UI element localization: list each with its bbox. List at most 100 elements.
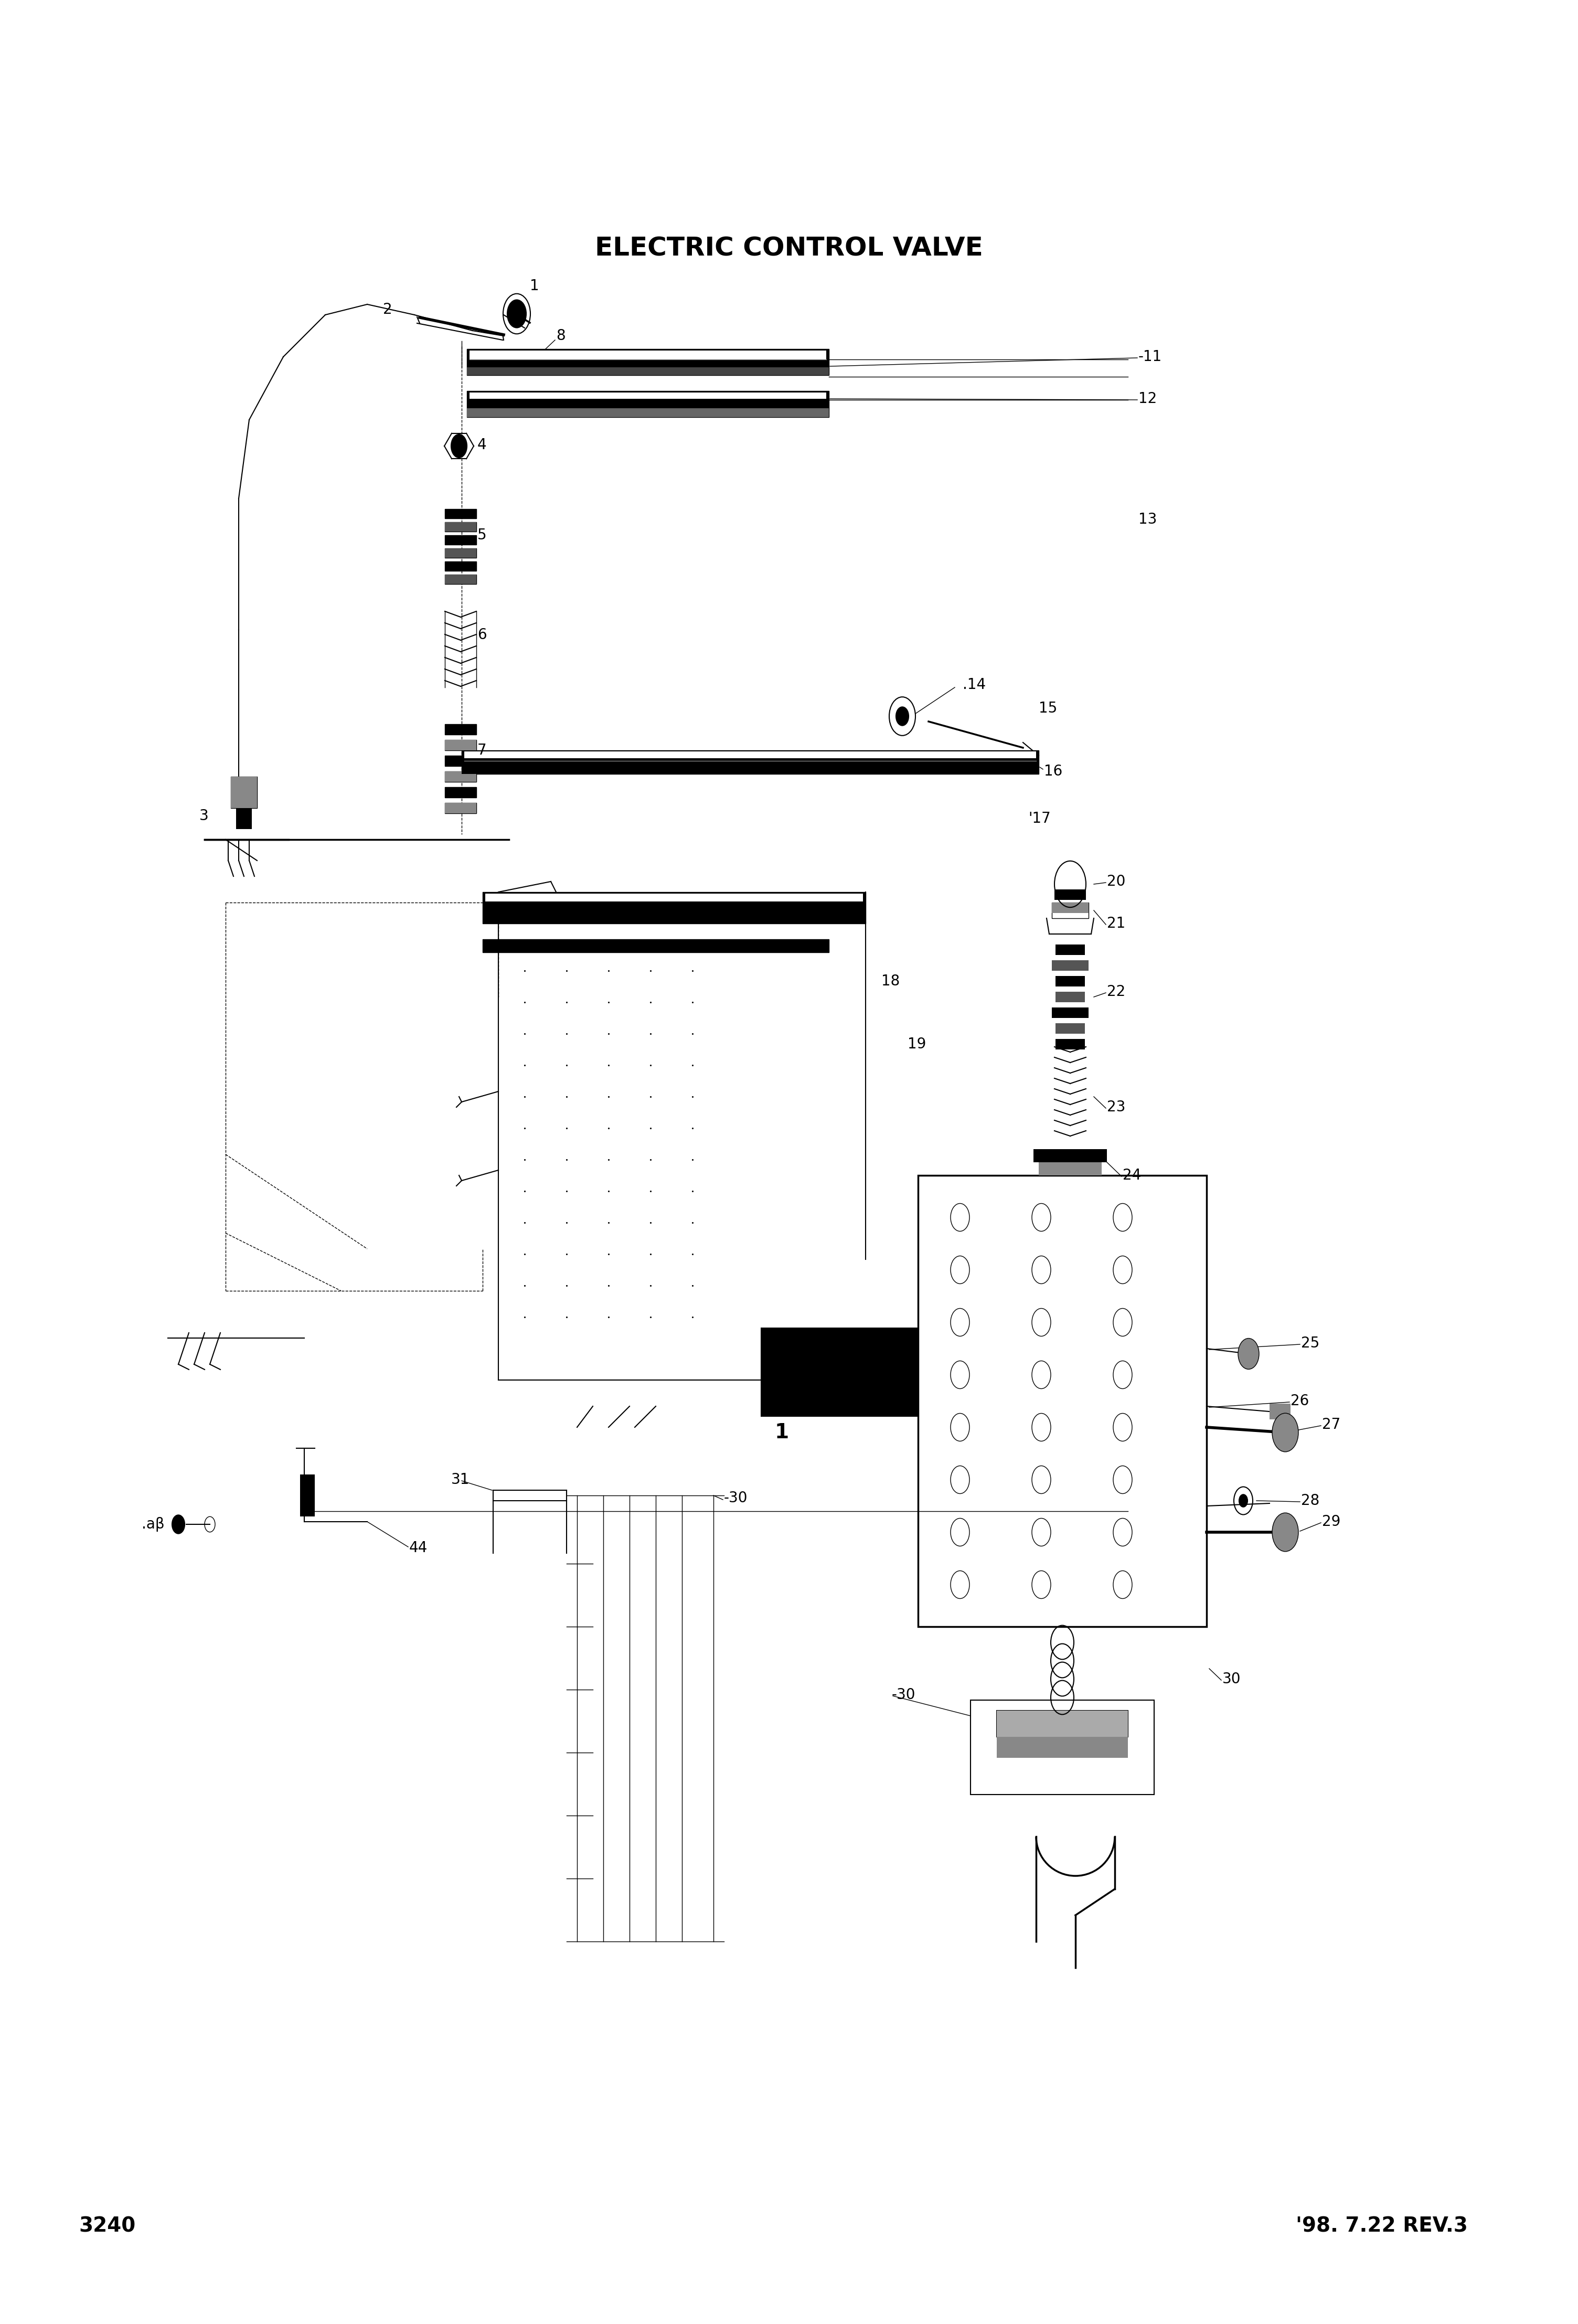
Text: 13: 13 [1138,511,1157,528]
Bar [467,390,828,416]
Text: 2: 2 [383,302,393,316]
Bar [1056,976,1086,985]
Bar [464,751,1037,758]
Text: 31: 31 [451,1473,470,1487]
Text: 21: 21 [1106,916,1125,932]
Bar [486,895,863,902]
Text: .14: .14 [963,676,986,693]
Bar [1053,902,1089,913]
Bar [1053,902,1089,918]
Bar [483,909,866,923]
Bar [445,739,477,751]
Bar [445,523,477,532]
Text: 22: 22 [1106,985,1125,999]
Text: ELECTRIC CONTROL VALVE: ELECTRIC CONTROL VALVE [595,237,983,260]
Bar [445,548,477,558]
Bar [1034,1148,1106,1162]
Bar [483,939,828,953]
Bar [467,367,828,374]
Bar [1056,992,1086,1002]
Text: 25: 25 [1300,1336,1319,1350]
Bar [483,892,866,923]
Text: -11: -11 [1138,349,1161,365]
Bar [445,739,477,751]
Bar [445,802,477,813]
Bar [445,548,477,558]
Bar [237,809,252,830]
Bar [445,772,477,781]
Text: 6: 6 [478,627,486,641]
Text: 8: 8 [555,328,565,344]
Text: 12: 12 [1138,390,1157,407]
Bar [445,523,477,532]
Text: 44: 44 [409,1541,428,1555]
Bar [445,509,477,518]
Bar [970,1701,1154,1794]
Bar [445,755,477,767]
Bar [997,1710,1128,1736]
Text: -30: -30 [892,1687,915,1701]
Bar [918,1176,1207,1627]
Bar [761,1327,918,1376]
Bar [445,772,477,781]
Circle shape [1239,1339,1259,1369]
Bar [483,939,828,953]
Text: 16: 16 [1045,765,1062,779]
Bar [467,390,828,409]
Bar [445,562,477,572]
Text: .aβ: .aβ [142,1518,164,1532]
Bar [1038,1162,1101,1176]
Text: 28: 28 [1300,1494,1319,1508]
Bar [1056,1039,1086,1050]
Text: 18: 18 [882,974,899,988]
Text: 23: 23 [1106,1099,1125,1116]
Text: 26: 26 [1291,1394,1310,1408]
Circle shape [507,300,525,328]
Bar [445,574,477,583]
Circle shape [172,1515,185,1534]
Text: 4: 4 [478,437,486,453]
Bar [445,725,477,734]
Text: 3240: 3240 [79,2217,136,2236]
Bar [470,393,827,400]
Bar [467,349,828,374]
Text: 29: 29 [1322,1515,1341,1529]
Bar [230,776,257,809]
Bar [997,1710,1128,1736]
Bar [445,788,477,797]
Circle shape [1272,1413,1299,1452]
Text: 3: 3 [199,809,208,823]
Bar [467,409,828,416]
Bar [1054,890,1086,899]
Bar [230,776,257,809]
Bar [445,509,477,518]
Text: 1: 1 [530,279,540,293]
Text: 30: 30 [1223,1671,1240,1687]
Bar [1056,944,1086,955]
Bar [761,1376,918,1418]
Bar [462,751,1038,765]
Bar [483,892,866,909]
Circle shape [451,435,467,458]
Text: 5: 5 [478,528,486,541]
Bar [445,574,477,583]
Bar [997,1736,1128,1757]
Bar [445,562,477,572]
Circle shape [1239,1494,1248,1506]
Circle shape [896,706,909,725]
Bar [445,535,477,544]
Bar [445,802,477,813]
Bar [445,755,477,767]
Text: '17: '17 [1029,811,1051,825]
Text: 27: 27 [1322,1418,1340,1432]
Text: 15: 15 [1038,702,1057,716]
Text: 1: 1 [775,1422,789,1443]
Bar [445,535,477,544]
Text: 19: 19 [907,1037,926,1050]
Text: -30: -30 [724,1490,748,1506]
Bar [470,351,827,360]
Text: '98. 7.22 REV.3: '98. 7.22 REV.3 [1296,2217,1468,2236]
Text: 20: 20 [1106,874,1125,888]
Bar [467,349,828,367]
Circle shape [1272,1513,1299,1552]
